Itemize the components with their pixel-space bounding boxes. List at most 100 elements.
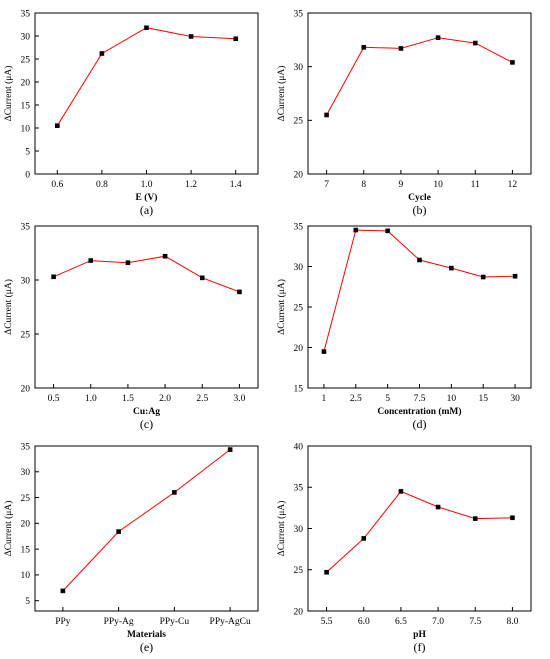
- plot-frame: [307, 225, 532, 389]
- data-point: [188, 34, 194, 39]
- y-tick-label: 35: [21, 442, 31, 452]
- y-tick-label: 30: [294, 63, 304, 73]
- data-point: [88, 258, 94, 263]
- y-tick-label: 20: [21, 384, 31, 394]
- y-tick-label: 20: [294, 607, 304, 617]
- x-tick-label: 9: [399, 180, 404, 190]
- plot-frame: [34, 445, 259, 612]
- y-tick-label: 30: [21, 32, 31, 42]
- data-point: [472, 40, 478, 46]
- data-point: [512, 273, 518, 279]
- x-tick-label: 0.8: [96, 180, 108, 190]
- data-point: [398, 46, 404, 51]
- y-tick-label: 35: [294, 222, 304, 232]
- x-tick-label: 6.0: [358, 617, 370, 627]
- chart-panel-1: 0 5 10 15 20 25 30 35 0.6 0.8 1.0 1.2 1.4 E (V) ΔCurre…: [3, 9, 259, 217]
- x-tick-label: 10: [433, 180, 443, 190]
- panel-label: (b): [413, 203, 427, 217]
- data-point: [324, 569, 329, 575]
- x-tick-label: 1.0: [141, 180, 153, 190]
- x-tick-label: 8.0: [506, 617, 518, 627]
- y-axis-title: ΔCurrent (μA): [276, 501, 287, 557]
- x-tick-label: 2.5: [350, 394, 362, 404]
- x-axis-title: Cycle: [408, 193, 431, 203]
- data-point: [233, 36, 238, 42]
- data-point: [449, 265, 454, 271]
- chart-panel-6: 20 25 30 35 40 5.5 6.0 6.5 7.0 7.5 8.0 pH ΔCurrent (…: [276, 442, 532, 654]
- panel-label: (f): [414, 640, 426, 654]
- y-axis-title: ΔCurrent (μA): [276, 66, 287, 122]
- y-tick-label: 0: [25, 170, 30, 180]
- data-point: [472, 516, 478, 521]
- x-tick-label: 6.5: [395, 617, 407, 627]
- data-point: [361, 45, 367, 50]
- plot-frame: [307, 445, 532, 612]
- x-tick-label: 15: [478, 394, 488, 404]
- x-tick-label: 7.5: [414, 394, 426, 404]
- chart-panel-5: 5 10 15 20 25 30 35 PPy PPy-Ag PPy-Cu PPy-AgCu Mate…: [3, 442, 259, 654]
- y-tick-label: 40: [294, 442, 304, 452]
- x-tick-label: 3.0: [233, 394, 245, 404]
- y-axis-title: ΔCurrent (μA): [3, 279, 14, 335]
- x-axis-title: Materials: [127, 630, 166, 640]
- data-point: [417, 257, 422, 263]
- data-point: [199, 275, 205, 281]
- data-point: [99, 51, 105, 56]
- y-tick-label: 25: [21, 55, 31, 65]
- x-tick-label: 1.4: [230, 180, 242, 190]
- series-line: [323, 229, 516, 352]
- data-point: [361, 536, 367, 541]
- data-point: [55, 123, 60, 128]
- x-tick-label: 11: [471, 180, 480, 190]
- data-point: [385, 228, 390, 234]
- y-tick-label: 5: [25, 597, 30, 607]
- data-point: [398, 489, 404, 494]
- y-tick-label: 35: [294, 484, 304, 494]
- panel-label: (a): [140, 203, 153, 217]
- chart-panel-2: 20 25 30 35 7 8 9 10 11 12 Cycle ΔCurrent (μA) (b): [276, 9, 532, 217]
- x-tick-label: 2.5: [196, 394, 208, 404]
- plot-frame: [307, 12, 532, 175]
- x-tick-label: 7.5: [469, 617, 481, 627]
- data-point: [144, 25, 149, 31]
- data-point: [172, 490, 177, 495]
- y-axis-title: ΔCurrent (μA): [3, 501, 14, 557]
- y-tick-label: 20: [21, 78, 31, 88]
- x-tick-label: 10: [447, 394, 457, 404]
- y-tick-label: 20: [294, 344, 304, 354]
- y-tick-label: 30: [294, 525, 304, 535]
- x-axis-title: E (V): [136, 192, 158, 203]
- series-line: [326, 490, 513, 573]
- series-line: [62, 449, 231, 592]
- chart-panel-3: 20 25 30 35 0.5 1.0 1.5 2.0 2.5 3.0 Cu:Ag ΔCurrent …: [3, 222, 259, 431]
- data-point: [162, 253, 168, 259]
- x-tick-label: 5.5: [321, 617, 333, 627]
- y-tick-label: 35: [294, 9, 304, 19]
- x-tick-label: PPy-Cu: [160, 617, 190, 627]
- data-point: [237, 289, 242, 295]
- chart-panel-4: 15 20 25 30 35 1 2.5 5 7.5 10 15 30 Concentration (m…: [276, 222, 532, 431]
- x-tick-label: PPy-Ag: [104, 617, 134, 627]
- x-tick-label: PPy: [55, 617, 71, 627]
- x-tick-label: 5: [385, 394, 390, 404]
- x-tick-label: 12: [508, 180, 518, 190]
- y-tick-label: 25: [294, 566, 304, 576]
- data-point: [125, 260, 131, 266]
- y-tick-label: 5: [25, 147, 30, 157]
- x-tick-label: 1.5: [122, 394, 134, 404]
- x-tick-label: 7: [324, 180, 329, 190]
- y-tick-label: 10: [21, 571, 31, 581]
- x-tick-label: PPy-AgCu: [210, 617, 251, 627]
- y-tick-label: 25: [21, 494, 31, 504]
- y-tick-label: 35: [21, 222, 31, 232]
- y-tick-label: 15: [294, 384, 304, 394]
- x-tick-label: 0.5: [48, 394, 60, 404]
- y-tick-label: 20: [21, 520, 31, 530]
- x-tick-label: 30: [510, 394, 520, 404]
- series-line: [326, 37, 513, 116]
- y-tick-label: 35: [21, 9, 31, 19]
- series-line: [56, 27, 236, 126]
- data-point: [116, 529, 121, 534]
- data-point: [321, 349, 327, 354]
